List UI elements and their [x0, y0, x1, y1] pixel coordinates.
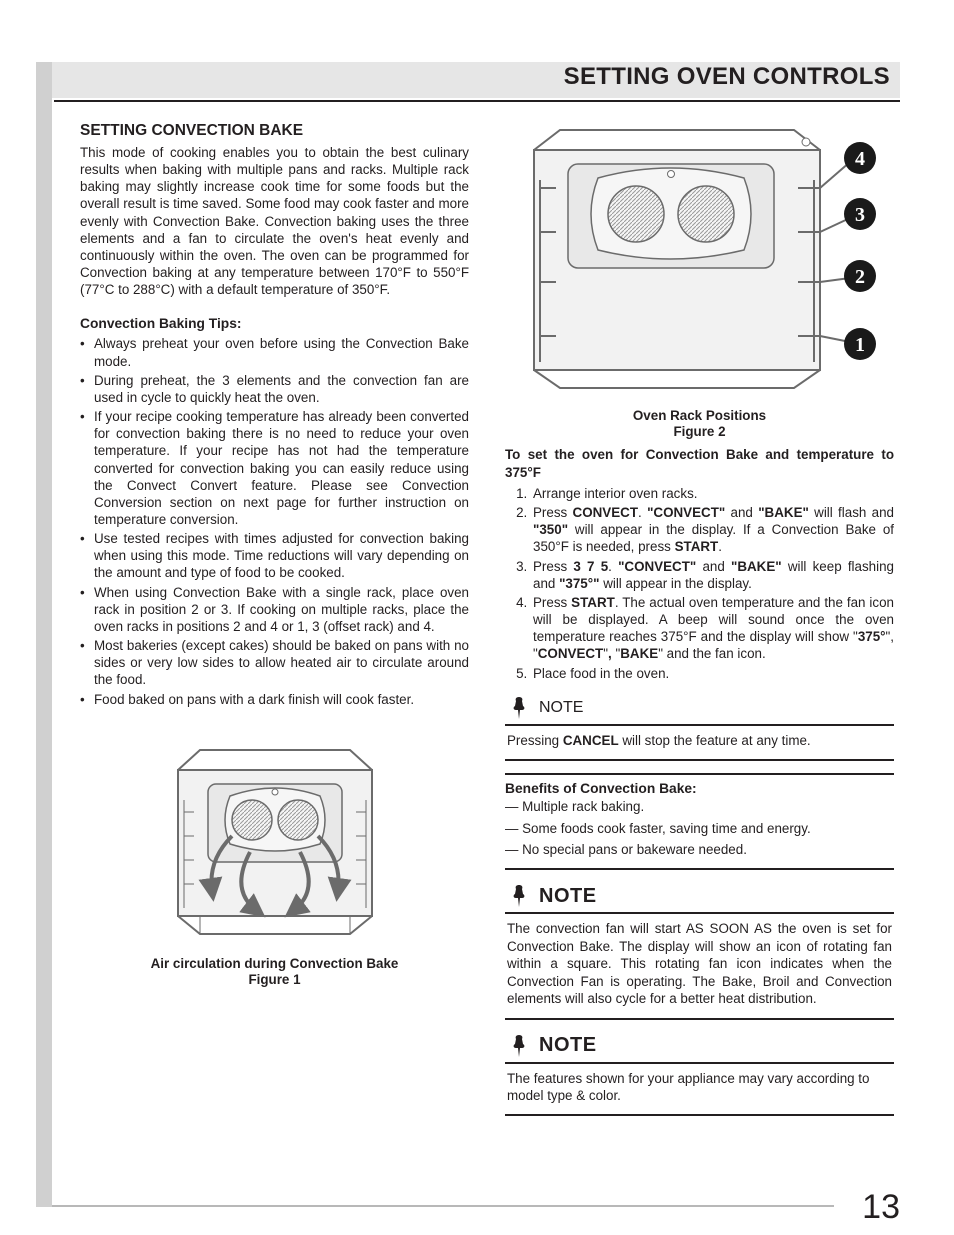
tips-heading: Convection Baking Tips:	[80, 316, 469, 331]
benefits-rule	[505, 868, 894, 870]
figure-2-caption-line1: Oven Rack Positions	[633, 408, 766, 423]
figure-2-svg: 4 3 2 1	[520, 122, 880, 402]
right-column: 4 3 2 1 Oven Rack Positions Figure 2 To …	[505, 122, 894, 1116]
figure-2-caption: Oven Rack Positions Figure 2	[505, 408, 894, 440]
section-heading: SETTING CONVECTION BAKE	[80, 122, 469, 140]
benefit-item: — Some foods cook faster, saving time an…	[505, 818, 894, 839]
note-1-body: Pressing CANCEL will stop the feature at…	[505, 726, 894, 761]
page-number: 13	[862, 1188, 900, 1227]
benefit-item: — Multiple rack baking.	[505, 796, 894, 817]
figure-1: Air circulation during Convection Bake F…	[80, 740, 469, 988]
figure-1-caption: Air circulation during Convection Bake F…	[80, 956, 469, 988]
figure-1-svg	[160, 740, 390, 950]
step-item: Press 3 7 5. "CONVECT" and "BAKE" will k…	[531, 558, 894, 592]
figure-1-caption-line2: Figure 1	[80, 972, 469, 988]
note-3-body: The features shown for your appliance ma…	[505, 1064, 894, 1117]
rack-badge-1: 1	[855, 334, 865, 356]
page-title: SETTING OVEN CONTROLS	[564, 63, 890, 91]
page: SETTING OVEN CONTROLS SETTING CONVECTION…	[0, 0, 954, 1235]
tip-item: Use tested recipes with times adjusted f…	[80, 530, 469, 581]
note-3: NOTE The features shown for your applian…	[505, 1032, 894, 1117]
note-label: NOTE	[539, 699, 583, 717]
note-heading: NOTE	[505, 694, 894, 726]
tip-item: Food baked on pans with a dark finish wi…	[80, 691, 469, 708]
tip-item: When using Convection Bake with a single…	[80, 584, 469, 635]
tips-list: Always preheat your oven before using th…	[80, 335, 469, 707]
pushpin-icon	[509, 884, 529, 908]
step-item: Press CONVECT. "CONVECT" and "BAKE" will…	[531, 504, 894, 555]
note-label: NOTE	[539, 1034, 597, 1057]
pushpin-icon	[509, 1034, 529, 1058]
steps-list: Arrange interior oven racks. Press CONVE…	[505, 485, 894, 682]
step-item: Place food in the oven.	[531, 665, 894, 682]
rack-badge-4: 4	[855, 148, 865, 170]
benefit-item: — No special pans or bakeware needed.	[505, 839, 894, 860]
tip-item: Always preheat your oven before using th…	[80, 335, 469, 369]
note-1: NOTE Pressing CANCEL will stop the featu…	[505, 694, 894, 761]
footer-rule	[52, 1205, 834, 1207]
intro-paragraph: This mode of cooking enables you to obta…	[80, 144, 469, 298]
note-label: NOTE	[539, 885, 597, 908]
tip-item: Most bakeries (except cakes) should be b…	[80, 637, 469, 688]
step-item: Press START. The actual oven temperature…	[531, 594, 894, 663]
instructions-heading: To set the oven for Convection Bake and …	[505, 446, 894, 481]
note-2-body: The convection fan will start AS SOON AS…	[505, 914, 894, 1019]
left-column: SETTING CONVECTION BAKE This mode of coo…	[80, 122, 469, 1116]
benefits-heading: Benefits of Convection Bake:	[505, 773, 894, 796]
tip-item: During preheat, the 3 elements and the c…	[80, 372, 469, 406]
figure-2: 4 3 2 1 Oven Rack Positions Figure 2	[505, 122, 894, 440]
pushpin-icon	[509, 696, 529, 720]
rack-badge-2: 2	[855, 266, 865, 288]
note-2: NOTE The convection fan will start AS SO…	[505, 882, 894, 1019]
note-heading: NOTE	[505, 1032, 894, 1064]
figure-2-caption-line2: Figure 2	[505, 424, 894, 440]
header-rule	[54, 100, 900, 102]
tip-item: If your recipe cooking temperature has a…	[80, 408, 469, 528]
figure-1-caption-line1: Air circulation during Convection Bake	[151, 956, 399, 971]
note-heading: NOTE	[505, 882, 894, 914]
columns: SETTING CONVECTION BAKE This mode of coo…	[80, 122, 894, 1116]
step-item: Arrange interior oven racks.	[531, 485, 894, 502]
rack-badge-3: 3	[855, 204, 865, 226]
left-gutter-bar	[36, 62, 52, 1207]
